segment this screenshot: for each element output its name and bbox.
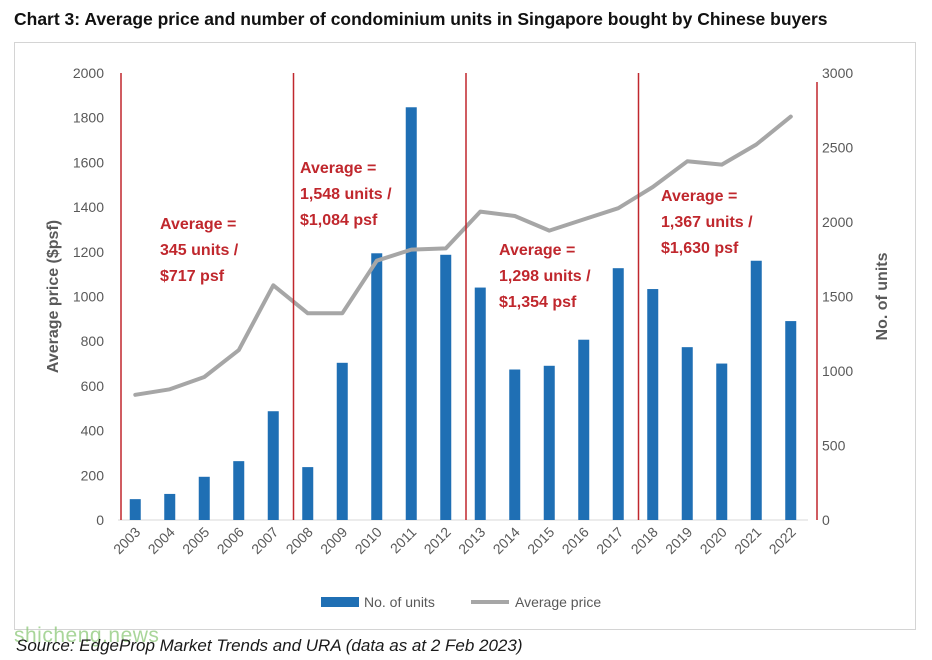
left-tick-label: 0 — [96, 512, 104, 528]
bar-units — [129, 499, 141, 520]
x-tick-label: 2004 — [145, 524, 178, 557]
left-tick-label: 1600 — [73, 154, 104, 170]
x-tick-label: 2012 — [421, 524, 454, 557]
left-tick-label: 2000 — [73, 65, 104, 81]
x-tick-label: 2010 — [352, 524, 385, 557]
x-tick-label: 2016 — [559, 524, 592, 557]
bar-units — [681, 347, 693, 520]
x-tick-label: 2007 — [248, 524, 281, 557]
x-tick-label: 2019 — [662, 524, 695, 557]
period-average-label: 1,298 units / — [499, 268, 591, 285]
x-tick-label: 2003 — [110, 524, 143, 557]
bar-units — [716, 363, 728, 520]
period-average-label: $1,084 psf — [300, 212, 378, 229]
left-tick-label: 1400 — [73, 199, 104, 215]
right-tick-label: 3000 — [822, 65, 853, 81]
left-tick-label: 800 — [81, 333, 105, 349]
x-tick-label: 2020 — [697, 524, 730, 557]
left-tick-label: 1200 — [73, 244, 104, 260]
x-tick-label: 2005 — [179, 524, 212, 557]
left-tick-label: 600 — [81, 378, 105, 394]
x-tick-label: 2008 — [283, 524, 316, 557]
chart-frame — [14, 42, 916, 630]
left-tick-label: 1000 — [73, 289, 104, 305]
bar-units — [267, 411, 279, 520]
watermark: shicheng.news — [14, 624, 160, 647]
x-tick-label: 2014 — [490, 524, 523, 557]
period-average-label: 1,367 units / — [661, 214, 753, 231]
legend-label-units: No. of units — [364, 594, 435, 610]
bar-units — [198, 476, 210, 520]
source-note: Source: EdgeProp Market Trends and URA (… — [16, 636, 523, 655]
x-tick-label: 2017 — [593, 524, 626, 557]
x-tick-label: 2006 — [214, 524, 247, 557]
bar-units — [440, 254, 452, 520]
chart-title: Chart 3: Average price and number of con… — [14, 9, 828, 29]
right-tick-label: 1000 — [822, 363, 853, 379]
x-tick-label: 2018 — [628, 524, 661, 557]
bar-units — [612, 268, 624, 520]
period-average-label: $1,354 psf — [499, 294, 577, 311]
left-tick-label: 400 — [81, 423, 105, 439]
period-average-label: Average = — [160, 216, 236, 233]
price-line — [133, 114, 793, 397]
x-tick-label: 2009 — [317, 524, 350, 557]
x-tick-label: 2022 — [766, 524, 799, 557]
bar-units — [578, 339, 590, 520]
right-tick-label: 2500 — [822, 140, 853, 156]
left-tick-label: 1800 — [73, 110, 104, 126]
legend-label-price: Average price — [515, 594, 601, 610]
x-tick-label: 2021 — [731, 524, 764, 557]
period-average-label: Average = — [661, 188, 737, 205]
right-axis-title: No. of units — [874, 252, 891, 340]
bar-units — [233, 461, 245, 520]
left-axis-title: Average price ($psf) — [45, 220, 62, 373]
right-tick-label: 500 — [822, 438, 846, 454]
bar-units — [785, 321, 797, 520]
bar-units — [336, 362, 348, 520]
period-average-label: 345 units / — [160, 242, 239, 259]
bar-units — [302, 467, 314, 520]
period-average-label: Average = — [499, 242, 575, 259]
right-tick-label: 0 — [822, 512, 830, 528]
bar-units — [750, 260, 762, 520]
bar-units — [164, 493, 176, 520]
x-tick-label: 2015 — [524, 524, 557, 557]
bar-units — [509, 369, 521, 520]
bar-units — [474, 287, 486, 520]
bar-units — [543, 365, 555, 520]
right-tick-label: 1500 — [822, 289, 853, 305]
period-average-label: 1,548 units / — [300, 186, 392, 203]
x-tick-label: 2013 — [455, 524, 488, 557]
x-tick-label: 2011 — [387, 524, 420, 557]
period-average-label: Average = — [300, 160, 376, 177]
period-average-label: $717 psf — [160, 268, 225, 285]
bar-units — [405, 107, 417, 521]
left-tick-label: 200 — [81, 467, 105, 483]
right-tick-label: 2000 — [822, 214, 853, 230]
legend-swatch-units — [321, 597, 359, 607]
bar-units — [647, 289, 659, 520]
period-average-label: $1,630 psf — [661, 240, 739, 257]
bar-units — [371, 253, 383, 521]
